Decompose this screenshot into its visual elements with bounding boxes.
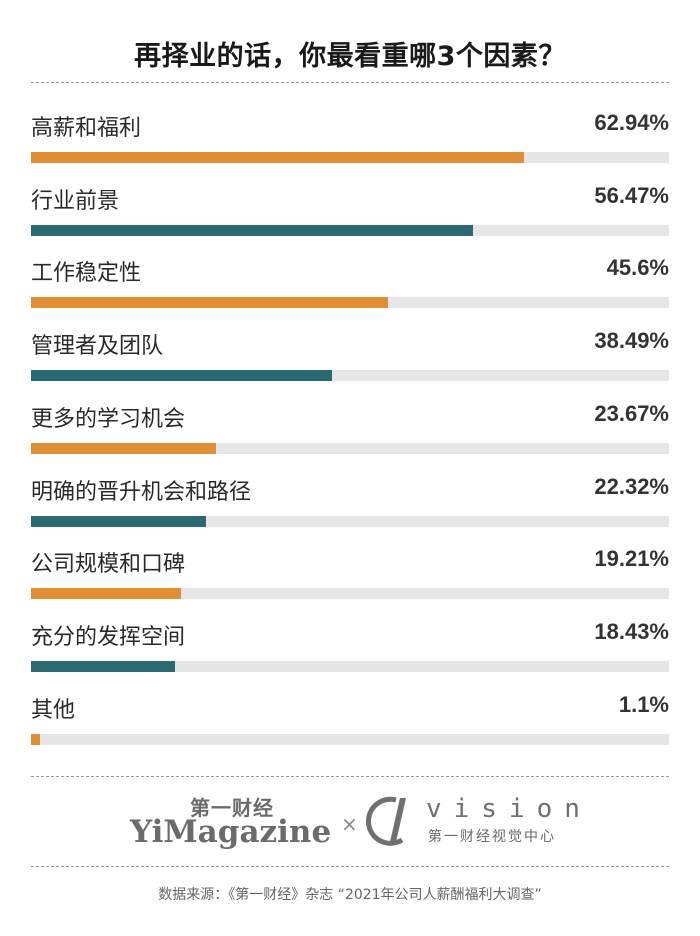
bar-row: 公司规模和口碑 19.21% [31, 546, 669, 606]
bar [31, 297, 388, 309]
bar-label: 其他 [31, 697, 76, 723]
bar-track [31, 370, 669, 382]
bar-track [31, 297, 669, 309]
bar [31, 152, 524, 163]
bar [31, 370, 333, 382]
bar-label: 高薪和福利 [31, 116, 142, 141]
bar-label: 更多的学习机会 [31, 406, 186, 432]
bar-label: 明确的晋升机会和路径 [31, 479, 252, 505]
bar-value-label: 1.1% [618, 691, 669, 717]
bar-track [31, 152, 669, 163]
bar-track [31, 224, 669, 236]
bar-row: 其他 1.1% [31, 692, 669, 752]
bar-label: 行业前景 [31, 188, 120, 214]
data-source: 数据来源：《第一财经》杂志 “2021年公司人薪酬福利大调查” [158, 887, 542, 903]
bar-value-label: 19.21% [594, 546, 669, 572]
bar-value-label: 23.67% [594, 400, 669, 426]
bar-row: 管理者及团队 38.49% [31, 328, 669, 388]
bar [31, 733, 40, 745]
bar-label: 管理者及团队 [31, 334, 164, 360]
bar-row: 行业前景 56.47% [31, 183, 669, 243]
bar-row: 工作稳定性 45.6% [31, 255, 669, 315]
cross-symbol: × [341, 812, 358, 836]
vision-logo-text: vision [426, 794, 592, 824]
yimagazine-logo: YiMagazine [130, 814, 332, 850]
bar-label: 充分的发挥空间 [31, 624, 186, 650]
bar-row: 充分的发挥空间 18.43% [31, 619, 669, 679]
bar-value-label: 22.32% [594, 473, 669, 499]
yimagazine-logo-cn: 第一财经 [190, 796, 274, 820]
bar-track [31, 442, 669, 454]
bar-row: 更多的学习机会 23.67% [31, 401, 669, 461]
bar-track [31, 660, 669, 672]
bar-value-label: 38.49% [594, 328, 669, 354]
chart-title: 再择业的话，你最看重哪3个因素？ [134, 41, 566, 72]
bar-row: 高薪和福利 62.94% [31, 110, 669, 170]
footer-divider [31, 866, 669, 867]
top-divider [31, 82, 669, 83]
bar [31, 442, 217, 454]
bar [31, 224, 474, 236]
bottom-divider [31, 776, 669, 777]
bar-value-label: 56.47% [594, 182, 669, 208]
vision-logo-subtitle: 第一财经视觉中心 [428, 829, 556, 845]
footer-logos: 第一财经 YiMagazine × vision 第一财经视觉中心 [0, 790, 700, 860]
bar-value-label: 18.43% [594, 618, 669, 644]
bar-value-label: 45.6% [606, 255, 669, 281]
bar [31, 660, 176, 672]
bar-track [31, 515, 669, 527]
bar-label: 公司规模和口碑 [31, 552, 186, 578]
bar-track [31, 588, 669, 600]
bar-row: 明确的晋升机会和路径 22.32% [31, 474, 669, 534]
bar [31, 588, 182, 600]
bar-value-label: 62.94% [594, 110, 669, 135]
bar-label: 工作稳定性 [31, 261, 142, 287]
vision-logo-icon [366, 796, 406, 846]
bar-track [31, 733, 669, 745]
bar [31, 515, 206, 527]
